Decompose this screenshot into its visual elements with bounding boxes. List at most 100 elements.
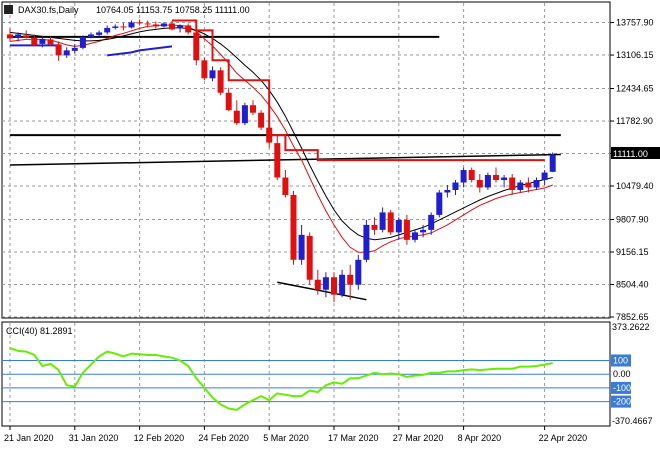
candle-body [274,143,281,178]
trend-line [277,281,367,301]
candle-body [452,182,459,190]
cci-level-label: 0.00 [613,369,631,379]
cci-top-value: 373.2622 [612,322,650,332]
price-tick-label: 7852.65 [616,312,649,322]
candle-body [241,105,248,124]
candle-body [363,224,370,260]
cci-level-badge [611,354,631,367]
candle-body [160,23,167,27]
cci-level-badge [611,395,631,408]
candle-body [96,32,103,35]
moving-average-line [9,24,553,253]
candle-body [533,180,540,188]
candle-body [71,47,78,51]
candle-body [79,36,86,48]
candle-body [128,22,135,28]
candle-body [339,274,346,295]
candle-body [501,177,508,181]
candle-body [55,44,62,56]
cci-line [9,347,553,411]
cci-level-badge [611,381,631,394]
candle-body [549,154,556,172]
candle-body [7,34,13,39]
candle-body [322,277,329,290]
candle-body [412,232,418,240]
symbol-arrow-icon [4,5,13,14]
candle-body [112,26,119,28]
price-panel-frame [1,1,611,319]
candle-body [185,25,192,33]
candle-body [468,170,475,181]
candle-body [314,279,321,290]
candle-body [23,35,30,38]
price-badge [611,147,660,159]
candle-body [193,32,200,61]
candle-body [88,34,94,37]
candle-body [225,92,232,111]
candle-body [209,70,216,79]
candle-body [331,277,337,295]
candle-body [428,214,435,230]
time-tick-label: 24 Feb 2020 [198,433,249,443]
symbol-label: DAX30.fs,Daily [18,5,79,15]
candle-body [233,110,240,124]
candle-body [152,24,159,27]
candle-body [250,105,256,113]
candle-body [120,26,127,28]
moving-average-line [9,27,553,241]
ohlc-label: 10764.05 11153.75 10758.25 11111.00 [96,5,250,15]
candle-body [282,177,289,195]
time-tick-label: 8 Apr 2020 [458,433,502,443]
candle-body [460,170,467,183]
candle-body [31,37,38,46]
candle-body [217,70,224,93]
candle-body [39,38,46,44]
price-tick-label: 13757.90 [616,18,654,28]
candle-body [379,212,386,230]
price-tick-label: 12434.65 [616,84,654,94]
cci-level-label: -100 [613,383,631,393]
candle-body [371,224,378,230]
candle-body [395,219,402,233]
price-tick-label: 8504.40 [616,280,649,290]
candle-body [136,22,143,24]
candle-body [347,274,354,285]
candle-body [15,34,22,38]
price-tick-label: 9156.15 [616,247,649,257]
price-tick-label: 9807.90 [616,215,649,225]
time-tick-label: 12 Feb 2020 [134,433,185,443]
price-badge-text: 11111.00 [613,149,648,159]
candle-body [63,50,70,56]
candle-body [436,192,443,215]
candle-body [47,39,54,45]
candle-body [493,175,499,181]
candle-body [104,27,111,33]
time-tick-label: 5 Mar 2020 [263,433,309,443]
cci-level-label: -200 [613,397,631,407]
candle-body [484,175,491,188]
trend-line [9,153,561,166]
candle-body [403,219,410,240]
time-tick-label: 27 Mar 2020 [393,433,444,443]
candle-body [541,172,548,181]
time-tick-label: 17 Mar 2020 [328,433,379,443]
candle-body [509,177,516,190]
candle-body [306,235,313,280]
candle-body [169,23,175,30]
candle-body [298,234,305,260]
candle-body [420,229,427,233]
cci-level-label: 100 [613,355,628,365]
candle-body [144,23,151,25]
candle-body [177,25,184,29]
price-tick-label: 13106.15 [616,50,654,60]
candle-body [258,112,265,128]
candle-body [201,60,208,79]
time-tick-label: 22 Apr 2020 [539,433,588,443]
candle-body [355,259,362,285]
time-tick-label: 21 Jan 2020 [4,433,54,443]
candle-body [525,182,532,188]
candle-body [387,212,394,233]
price-tick-label: 10479.40 [616,181,654,191]
